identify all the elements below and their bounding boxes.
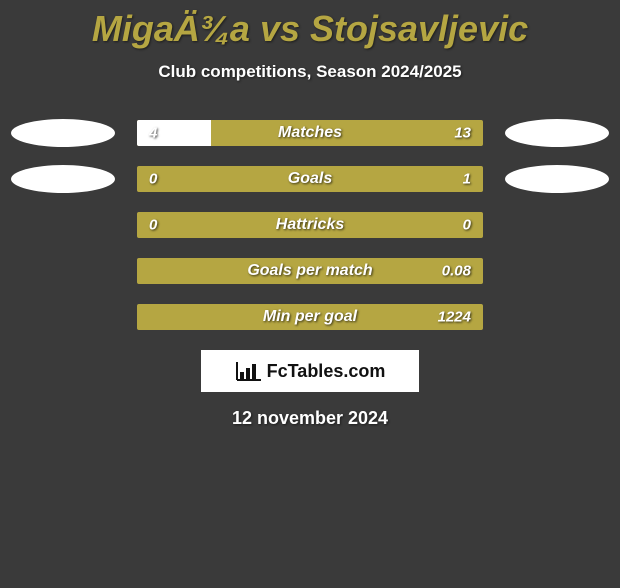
stat-bar: 1224 Min per goal <box>137 304 483 330</box>
player-left-marker <box>11 165 115 193</box>
stat-value-left: 0 <box>149 217 157 234</box>
source-logo: FcTables.com <box>201 350 419 392</box>
stat-row: 1224 Min per goal <box>0 304 620 330</box>
stat-row: 4 13 Matches <box>0 120 620 146</box>
player-right-marker <box>505 165 609 193</box>
stat-row: 0 0 Hattricks <box>0 212 620 238</box>
player-left-marker <box>11 119 115 147</box>
stat-label: Min per goal <box>263 308 357 326</box>
stat-value-right: 1 <box>463 171 471 188</box>
stat-label: Matches <box>278 124 342 142</box>
logo-text: FcTables.com <box>267 361 386 382</box>
stat-row: 0 1 Goals <box>0 166 620 192</box>
stats-area: 4 13 Matches 0 1 Goals 0 0 Hattricks 0.08 Goals pe… <box>0 120 620 330</box>
stat-bar: 0 0 Hattricks <box>137 212 483 238</box>
stat-bar: 0.08 Goals per match <box>137 258 483 284</box>
stat-label: Goals per match <box>247 262 372 280</box>
season-subtitle: Club competitions, Season 2024/2025 <box>0 62 620 82</box>
stat-row: 0.08 Goals per match <box>0 258 620 284</box>
player-right-marker <box>505 119 609 147</box>
stat-value-right: 0.08 <box>442 263 471 280</box>
date-line: 12 november 2024 <box>0 408 620 429</box>
stat-bar: 0 1 Goals <box>137 166 483 192</box>
stat-value-right: 1224 <box>438 309 471 326</box>
stat-label: Goals <box>288 170 332 188</box>
stat-value-left: 4 <box>149 125 157 142</box>
stat-label: Hattricks <box>276 216 344 234</box>
stat-bar: 4 13 Matches <box>137 120 483 146</box>
bar-chart-icon <box>235 360 263 382</box>
stat-value-right: 13 <box>454 125 471 142</box>
page-title: MigaÄ¾a vs Stojsavljevic <box>0 8 620 50</box>
stat-value-right: 0 <box>463 217 471 234</box>
stat-value-left: 0 <box>149 171 157 188</box>
